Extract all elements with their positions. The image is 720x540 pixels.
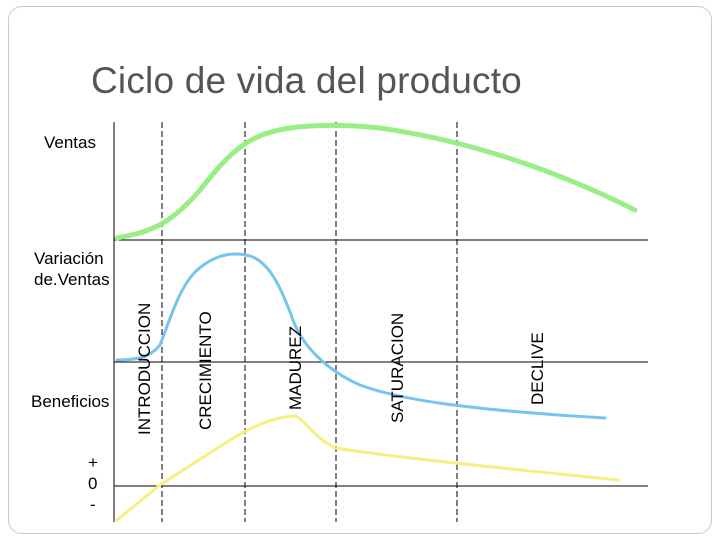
profit-plus-label: + <box>88 453 98 472</box>
beneficios-curve <box>115 414 620 522</box>
profit-minus-label: - <box>90 495 96 514</box>
phase-label-madurez: MADUREZ <box>286 326 305 410</box>
variacion-label-line2: de.Ventas <box>34 270 110 289</box>
slide-frame <box>8 6 712 534</box>
beneficios-label: Beneficios <box>31 392 110 411</box>
variacion-curve <box>115 252 607 420</box>
phase-label-introduccion: INTRODUCCION <box>135 303 154 435</box>
page-title: Ciclo de vida del producto <box>91 60 522 101</box>
ventas-curve <box>114 122 638 241</box>
ventas-label: Ventas <box>44 133 96 152</box>
profit-zero-label: 0 <box>88 474 98 493</box>
phase-label-crecimiento: CRECIMIENTO <box>196 311 215 430</box>
phase-label-saturacion: SATURACION <box>388 313 407 423</box>
variacion-label-line1: Variación <box>34 249 104 268</box>
phase-label-declive: DECLIVE <box>528 332 547 405</box>
